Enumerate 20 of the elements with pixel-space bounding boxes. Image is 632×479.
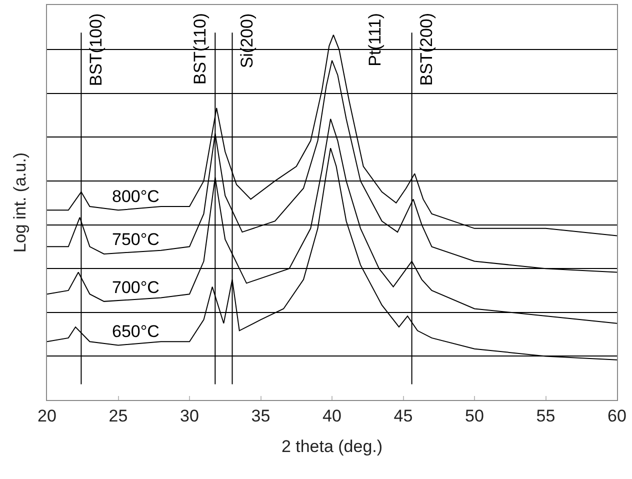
ref-line-label: BST(200) (416, 12, 436, 86)
series-label: 700°C (112, 278, 160, 297)
x-tick-label: 45 (394, 406, 413, 426)
series-label: 800°C (112, 187, 160, 206)
ref-line-label: BST(100) (86, 13, 106, 86)
x-tick-label: 50 (465, 406, 484, 426)
x-tick-label: 35 (251, 406, 270, 426)
ref-line-label: Si(200) (237, 13, 256, 68)
series-label: 650°C (112, 322, 160, 341)
x-tick-label: 25 (108, 406, 128, 426)
x-tick-label: 60 (608, 406, 626, 426)
y-axis-title: Log int. (a.u.) (10, 152, 30, 253)
series-label: 750°C (112, 230, 160, 249)
x-tick-label: 20 (38, 406, 56, 426)
x-tick-label: 55 (536, 406, 556, 426)
ref-line-label: BST(110) (190, 13, 210, 85)
x-tick-label: 30 (180, 406, 199, 426)
x-axis-title: 2 theta (deg.) (281, 436, 383, 456)
annotation: Pt(111) (366, 13, 385, 66)
x-tick-label: 40 (322, 406, 342, 426)
